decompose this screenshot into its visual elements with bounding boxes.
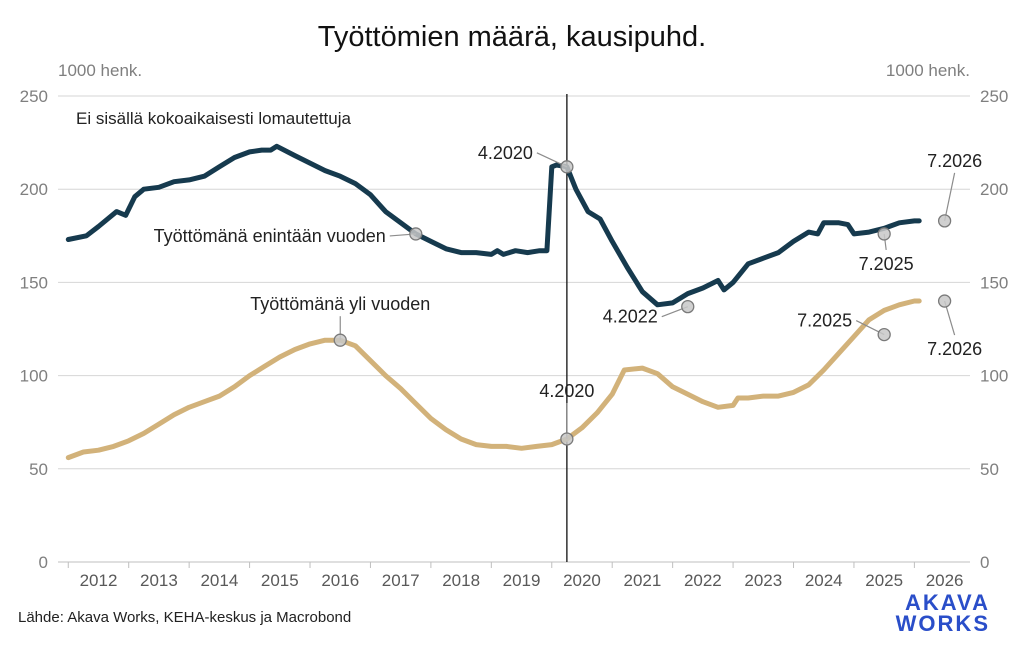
series-lines: [65, 143, 922, 461]
annotation-marker: [877, 327, 891, 342]
y-tick-left: 50: [29, 460, 48, 479]
annotation-label: Työttömänä enintään vuoden: [154, 226, 386, 246]
x-tick-label: 2018: [442, 571, 480, 590]
y-tick-right: 200: [980, 180, 1008, 199]
annotation-marker: [937, 214, 952, 228]
annotation-label: 4.2020: [539, 381, 594, 401]
x-tick-label: 2025: [865, 571, 903, 590]
annotation-label: Työttömänä yli vuoden: [250, 294, 430, 314]
annotation-label: 7.2026: [927, 151, 982, 171]
annotation-marker: [877, 227, 891, 241]
logo-line-2: WORKS: [896, 611, 990, 636]
x-tick-label: 2017: [382, 571, 420, 590]
annotation-marker: [333, 333, 347, 347]
annotation-marker: [409, 227, 423, 241]
x-tick-label: 2016: [321, 571, 359, 590]
x-tick-label: 2019: [503, 571, 541, 590]
y-tick-right: 150: [980, 273, 1008, 292]
source-text: Lähde: Akava Works, KEHA-keskus ja Macro…: [18, 609, 351, 626]
y-tick-right: 50: [980, 460, 999, 479]
chart-note: Ei sisällä kokoaikaisesti lomautettuja: [76, 109, 352, 128]
y-axis: 0 0 50 50 100 100 150 150 200 200 250 250: [20, 87, 1009, 572]
y-tick-left: 100: [20, 367, 48, 386]
x-tick-label: 2014: [200, 571, 238, 590]
x-tick-label: 2026: [926, 571, 964, 590]
chart-title: Työttömien määrä, kausipuhd.: [318, 21, 706, 53]
annotation-label: 7.2025: [859, 254, 914, 274]
x-tick-label: 2013: [140, 571, 178, 590]
series-line-0: [65, 143, 922, 308]
annotation-label: 4.2022: [603, 307, 658, 327]
x-tick-label: 2022: [684, 571, 722, 590]
x-tick-label: 2015: [261, 571, 299, 590]
gridlines: [58, 95, 970, 563]
series-line-1: [65, 298, 922, 461]
annotation-marker: [560, 432, 574, 446]
x-tick-label: 2021: [624, 571, 662, 590]
annotation-label: 7.2026: [927, 339, 982, 359]
x-tick-label: 2024: [805, 571, 843, 590]
y-tick-left: 0: [39, 553, 48, 572]
annotations: 4.2020 Työttömänä enintään vuoden 4.2022 7.…: [154, 143, 982, 446]
x-axis: 2012 2013 2014 2015 2016 2017 2018 2019 2020 2021…: [67, 562, 964, 590]
x-tick-label: 2023: [744, 571, 782, 590]
y-tick-left: 200: [20, 180, 48, 199]
y-tick-right: 250: [980, 87, 1008, 106]
annotation-marker: [681, 299, 695, 314]
left-unit-label: 1000 henk.: [58, 61, 142, 80]
x-tick-label: 2012: [80, 571, 118, 590]
annotation-label: 4.2020: [478, 143, 533, 163]
annotation-marker: [560, 160, 574, 174]
y-tick-left: 150: [20, 273, 48, 292]
y-tick-right: 100: [980, 367, 1008, 386]
annotation-leader: [944, 172, 956, 222]
right-unit-label: 1000 henk.: [886, 61, 970, 80]
y-tick-left: 250: [20, 87, 48, 106]
y-tick-right: 0: [980, 553, 989, 572]
annotation-label: 7.2025: [797, 311, 852, 331]
logo-line-1: AKAVA: [905, 590, 990, 615]
x-tick-label: 2020: [563, 571, 601, 590]
annotation-marker: [937, 294, 952, 308]
